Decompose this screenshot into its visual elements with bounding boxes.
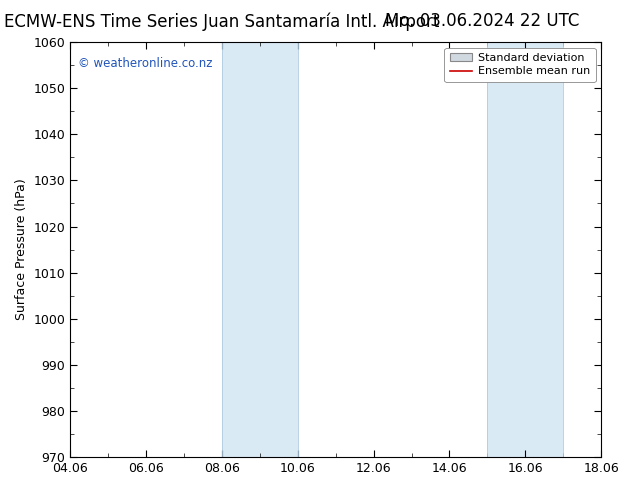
Bar xyxy=(488,42,563,457)
Legend: Standard deviation, Ensemble mean run: Standard deviation, Ensemble mean run xyxy=(444,48,595,82)
Text: © weatheronline.co.nz: © weatheronline.co.nz xyxy=(78,56,213,70)
Bar xyxy=(222,42,298,457)
Text: ECMW-ENS Time Series Juan Santamaría Intl. Airport: ECMW-ENS Time Series Juan Santamaría Int… xyxy=(4,12,439,31)
Text: Mo. 03.06.2024 22 UTC: Mo. 03.06.2024 22 UTC xyxy=(385,12,579,30)
Y-axis label: Surface Pressure (hPa): Surface Pressure (hPa) xyxy=(15,179,28,320)
